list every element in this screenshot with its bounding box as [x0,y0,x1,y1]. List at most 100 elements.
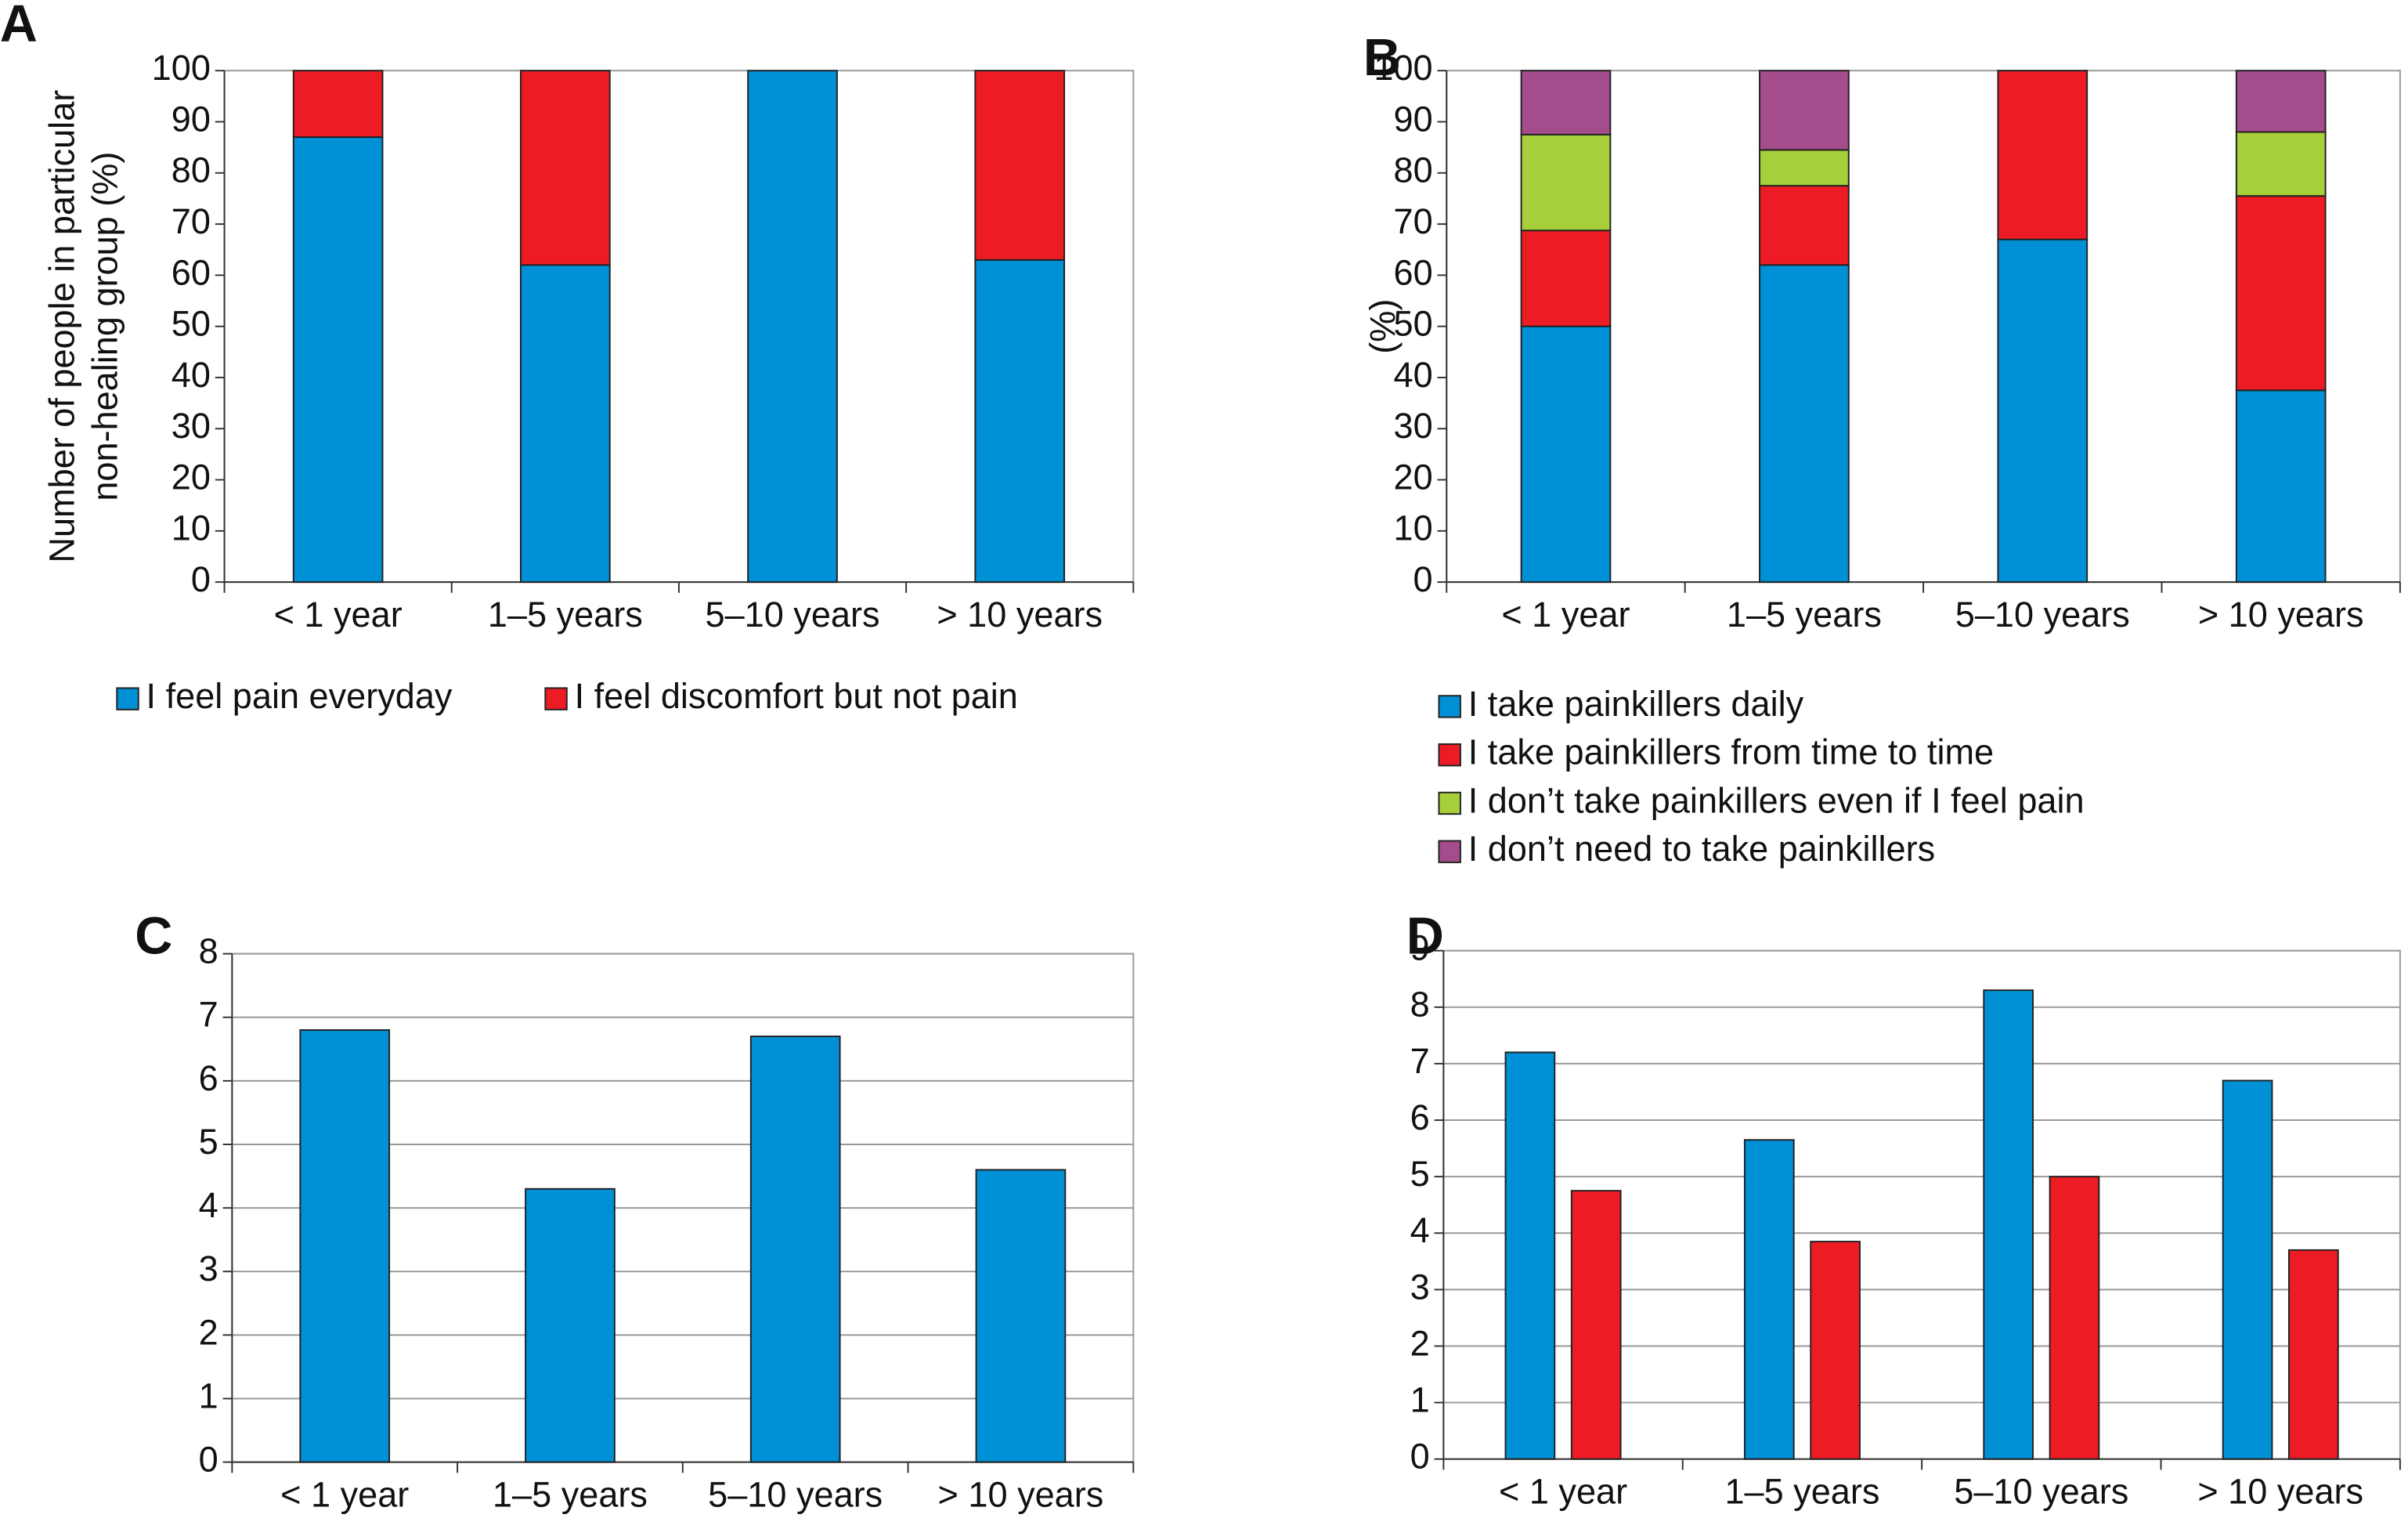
x-tick-label: > 10 years [2198,595,2364,634]
y-tick-label: 30 [171,406,211,446]
y-tick-label: 8 [199,931,218,971]
y-tick-label: 10 [1394,508,1433,548]
bar [1504,1051,1556,1460]
legend-swatch [1438,791,1461,815]
y-tick-label: 6 [1410,1097,1430,1137]
y-tick-label: 80 [171,150,211,190]
y-tick-label: 10 [171,508,211,548]
legend-swatch [1438,695,1461,718]
y-tick-label: 0 [1410,1437,1430,1477]
y-tick-label: 60 [1394,252,1433,292]
bar-segment [2235,70,2327,133]
y-tick-label: 1 [199,1375,218,1415]
bar-segment [1759,264,1850,584]
x-tick-label: 5–10 years [708,1475,883,1515]
panel-label: C [135,908,172,966]
bar-segment [2235,131,2327,197]
x-tick-label: < 1 year [274,595,403,634]
legend-label: I don’t take painkillers even if I feel … [1468,780,2085,820]
y-tick-label: 50 [171,304,211,344]
x-tick-label: 5–10 years [706,595,880,634]
bar-segment [292,70,384,139]
bar [1983,989,2034,1460]
y-tick-label: 20 [1394,457,1433,497]
y-tick-label: 2 [1410,1323,1430,1363]
x-tick-label: > 10 years [938,1475,1104,1515]
y-axis-label: Number of people in particular [42,90,82,563]
x-tick-label: 1–5 years [1724,1472,1879,1512]
bar-segment [1520,70,1612,136]
y-tick-label: 50 [1394,304,1433,344]
x-tick-label: > 10 years [2197,1472,2363,1512]
y-tick-label: 70 [1394,201,1433,241]
x-tick-label: > 10 years [937,595,1103,634]
legend-label: I feel discomfort but not pain [575,676,1018,716]
y-tick-label: 3 [199,1249,218,1289]
bar [2049,1176,2100,1460]
bar-segment [1759,70,1850,151]
y-tick-label: 100 [152,48,211,88]
bar-segment [2235,389,2327,584]
y-tick-label: 7 [199,995,218,1035]
legend-swatch [1438,743,1461,767]
x-tick-label: 1–5 years [493,1475,648,1515]
legend-swatch [544,687,568,710]
panel-label: A [0,0,38,53]
y-axis-label: (%) [1363,299,1403,354]
legend-label: I take painkillers from time to time [1468,732,1994,772]
bar [1810,1241,1861,1460]
y-tick-label: 5 [199,1122,218,1162]
bar [1743,1139,1795,1460]
y-tick-label: 2 [199,1312,218,1352]
bar-segment [1997,238,2088,584]
bar [749,1036,841,1463]
bar-segment [1997,70,2088,240]
bar-segment [1520,133,1612,232]
y-tick-label: 7 [1410,1041,1430,1081]
y-tick-label: 6 [199,1058,218,1098]
legend-swatch [116,687,139,710]
bar-segment [747,70,838,584]
legend-label: I feel pain everyday [146,676,453,716]
y-tick-label: 70 [171,201,211,241]
panel-label: B [1363,29,1401,87]
y-axis-label: non-healing group (%) [85,152,125,501]
y-tick-label: 30 [1394,406,1433,446]
bar-segment [974,70,1066,261]
panel-label: D [1406,908,1444,966]
bar-segment [2235,195,2327,392]
y-tick-label: 100 [1374,48,1432,88]
y-tick-label: 0 [1413,559,1433,599]
y-tick-label: 9 [1410,928,1430,968]
y-tick-label: 80 [1394,150,1433,190]
y-tick-label: 8 [1410,985,1430,1025]
x-tick-label: 5–10 years [1955,595,2130,634]
bar-segment [1520,230,1612,327]
x-tick-label: < 1 year [1499,1472,1627,1512]
bar-segment [1759,185,1850,266]
y-tick-label: 40 [171,355,211,395]
y-tick-label: 20 [171,457,211,497]
legend-swatch [1438,840,1461,863]
bar [1570,1190,1622,1460]
bar-segment [1759,149,1850,187]
legend-label: I take painkillers daily [1468,684,1804,724]
legend-label: I don’t need to take painkillers [1468,829,1935,869]
bar [2222,1079,2273,1460]
bar-segment [974,258,1066,584]
bar [525,1187,616,1463]
bar [299,1028,391,1463]
y-tick-label: 3 [1410,1267,1430,1307]
y-tick-label: 4 [199,1185,218,1225]
y-tick-label: 4 [1410,1210,1430,1250]
x-tick-label: < 1 year [280,1475,409,1515]
y-tick-label: 1 [1410,1379,1430,1419]
y-tick-label: 5 [1410,1154,1430,1194]
y-tick-label: 90 [1394,99,1433,139]
x-tick-label: 1–5 years [488,595,643,634]
bar-segment [519,264,611,584]
y-tick-label: 90 [171,99,211,139]
y-tick-label: 0 [191,559,211,599]
y-tick-label: 0 [199,1440,218,1480]
